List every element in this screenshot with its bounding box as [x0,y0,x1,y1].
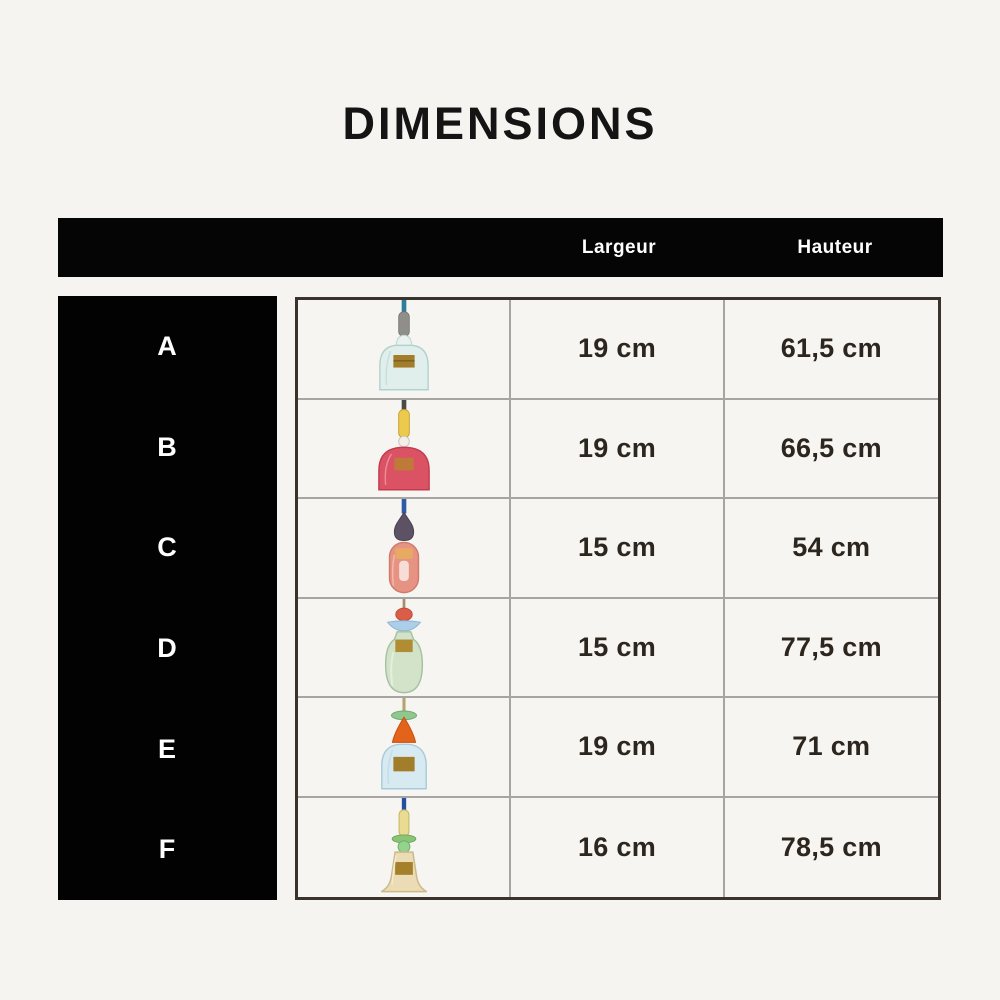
pendant-lamp-d-icon [384,598,423,693]
pendant-lamp-f-icon [380,797,427,892]
height-value-b: 66,5 cm [780,432,882,463]
column-header-largeur: Largeur [581,237,657,258]
height-value-e: 71 cm [792,731,871,762]
pendant-lamp-b-icon [377,399,430,490]
width-value-f: 16 cm [577,831,657,862]
pendant-lamp-a-icon [378,300,429,391]
row-label-b: B [157,431,178,462]
width-value-c: 15 cm [577,532,657,563]
page-title: DIMENSIONS [342,98,658,149]
table-header-bar: Largeur Hauteur [58,218,943,277]
pendant-lamp-e-icon [380,698,427,790]
row-label-d: D [157,632,178,663]
width-value-e: 19 cm [577,731,657,762]
height-value-f: 78,5 cm [780,831,882,862]
column-header-hauteur: Hauteur [797,237,873,258]
width-value-b: 19 cm [577,432,657,463]
lamp-cell-f [298,797,512,897]
row-label-f: F [158,834,177,865]
lamp-cell-d [298,598,512,698]
height-value-d: 77,5 cm [780,631,882,662]
width-value-a: 19 cm [577,333,657,364]
height-value-c: 54 cm [792,532,871,563]
row-label-column: A B C D E F [58,296,277,900]
row-label-a: A [157,330,178,361]
lamp-cell-e [298,698,512,798]
height-value-a: 61,5 cm [780,333,882,364]
pendant-lamp-c-icon [388,499,419,594]
row-label-e: E [157,733,177,764]
width-value-d: 15 cm [577,631,657,662]
row-label-c: C [157,532,178,563]
lamp-cell-c [298,499,512,599]
dimensions-table: 19 cm 61,5 cm 19 cm 66,5 cm 15 cm 54 cm [295,297,941,900]
lamp-cell-b [298,399,512,499]
lamp-cell-a [298,300,512,400]
